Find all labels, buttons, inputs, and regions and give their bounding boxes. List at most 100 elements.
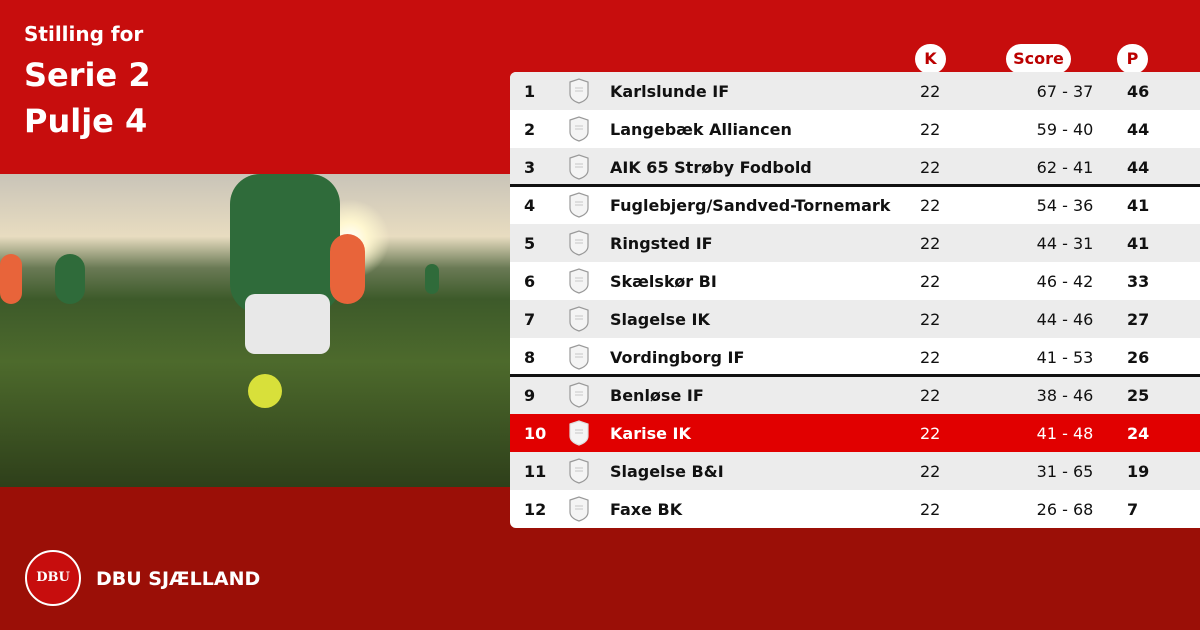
position: 11	[524, 462, 547, 481]
divider-line	[510, 374, 1200, 377]
position: 10	[524, 424, 547, 443]
brand-name: DBU SJÆLLAND	[96, 568, 261, 590]
goal-score: 67 - 37	[1036, 82, 1094, 101]
position: 9	[524, 386, 536, 405]
dbu-logo: DBU	[25, 550, 81, 606]
player-shorts	[245, 294, 330, 354]
position: 6	[524, 272, 536, 291]
matches-played: 22	[920, 500, 941, 519]
team-name[interactable]: Skælskør BI	[610, 272, 717, 291]
goal-score: 38 - 46	[1036, 386, 1094, 405]
club-crest-icon	[569, 344, 589, 370]
player	[425, 264, 439, 294]
goal-score: 59 - 40	[1036, 120, 1094, 139]
matches-played: 22	[920, 234, 941, 253]
group-title: Pulje 4	[24, 102, 148, 140]
points: 46	[1127, 82, 1150, 101]
points: 25	[1127, 386, 1150, 405]
player	[330, 234, 365, 304]
goal-score: 41 - 53	[1036, 348, 1094, 367]
position: 12	[524, 500, 547, 519]
club-crest-icon	[569, 458, 589, 484]
points: 41	[1127, 234, 1150, 253]
goal-score: 31 - 65	[1036, 462, 1094, 481]
team-name[interactable]: Karise IK	[610, 424, 691, 443]
matches-played: 22	[920, 82, 941, 101]
club-crest-icon	[569, 496, 589, 522]
column-header-p[interactable]: P	[1117, 44, 1148, 74]
column-header-score[interactable]: Score	[1006, 44, 1071, 74]
matches-played: 22	[920, 196, 941, 215]
goal-score: 44 - 31	[1036, 234, 1094, 253]
position: 2	[524, 120, 536, 139]
club-crest-icon	[569, 306, 589, 332]
position: 3	[524, 158, 536, 177]
table-row[interactable]: 8 Vordingborg IF 22 41 - 53 26	[510, 338, 1200, 376]
team-name[interactable]: Slagelse B&I	[610, 462, 724, 481]
team-name[interactable]: Fuglebjerg/Sandved-Tornemark	[610, 196, 891, 215]
goal-score: 26 - 68	[1036, 500, 1094, 519]
club-crest-icon	[569, 78, 589, 104]
position: 8	[524, 348, 536, 367]
club-crest-icon	[569, 382, 589, 408]
league-title: Serie 2	[24, 56, 151, 94]
club-crest-icon	[569, 268, 589, 294]
goal-score: 62 - 41	[1036, 158, 1094, 177]
football	[248, 374, 282, 408]
position: 7	[524, 310, 536, 329]
matches-played: 22	[920, 158, 941, 177]
points: 44	[1127, 120, 1150, 139]
position: 1	[524, 82, 536, 101]
club-crest-icon	[569, 154, 589, 180]
team-name[interactable]: Slagelse IK	[610, 310, 710, 329]
standings-table: 1 Karlslunde IF 22 67 - 37 46 2 Langebæk …	[510, 72, 1200, 528]
team-name[interactable]: AIK 65 Strøby Fodbold	[610, 158, 812, 177]
position: 5	[524, 234, 536, 253]
points: 41	[1127, 196, 1150, 215]
club-crest-icon	[569, 230, 589, 256]
football-photo	[0, 174, 510, 487]
table-row[interactable]: 2 Langebæk Alliancen 22 59 - 40 44	[510, 110, 1200, 148]
position: 4	[524, 196, 536, 215]
table-row[interactable]: 12 Faxe BK 22 26 - 68 7	[510, 490, 1200, 528]
table-row[interactable]: 4 Fuglebjerg/Sandved-Tornemark 22 54 - 3…	[510, 186, 1200, 224]
subtitle: Stilling for	[24, 22, 144, 46]
goal-score: 54 - 36	[1036, 196, 1094, 215]
team-name[interactable]: Faxe BK	[610, 500, 683, 519]
table-row[interactable]: 10 Karise IK 22 41 - 48 24	[510, 414, 1200, 452]
points: 44	[1127, 158, 1150, 177]
points: 24	[1127, 424, 1150, 443]
goal-score: 46 - 42	[1036, 272, 1094, 291]
points: 26	[1127, 348, 1150, 367]
team-name[interactable]: Ringsted IF	[610, 234, 713, 253]
goal-score: 44 - 46	[1036, 310, 1094, 329]
table-row[interactable]: 5 Ringsted IF 22 44 - 31 41	[510, 224, 1200, 262]
team-name[interactable]: Vordingborg IF	[610, 348, 745, 367]
matches-played: 22	[920, 348, 941, 367]
matches-played: 22	[920, 386, 941, 405]
team-name[interactable]: Langebæk Alliancen	[610, 120, 792, 139]
matches-played: 22	[920, 310, 941, 329]
points: 19	[1127, 462, 1150, 481]
matches-played: 22	[920, 462, 941, 481]
column-header-k[interactable]: K	[915, 44, 946, 74]
points: 7	[1127, 500, 1139, 519]
player	[230, 174, 340, 314]
club-crest-icon	[569, 420, 589, 446]
table-row[interactable]: 7 Slagelse IK 22 44 - 46 27	[510, 300, 1200, 338]
table-row[interactable]: 6 Skælskør BI 22 46 - 42 33	[510, 262, 1200, 300]
player	[55, 254, 85, 304]
goal-score: 41 - 48	[1036, 424, 1094, 443]
matches-played: 22	[920, 120, 941, 139]
table-row[interactable]: 9 Benløse IF 22 38 - 46 25	[510, 376, 1200, 414]
club-crest-icon	[569, 116, 589, 142]
team-name[interactable]: Karlslunde IF	[610, 82, 730, 101]
table-row[interactable]: 3 AIK 65 Strøby Fodbold 22 62 - 41 44	[510, 148, 1200, 186]
points: 27	[1127, 310, 1150, 329]
team-name[interactable]: Benløse IF	[610, 386, 704, 405]
player	[0, 254, 22, 304]
points: 33	[1127, 272, 1150, 291]
table-row[interactable]: 1 Karlslunde IF 22 67 - 37 46	[510, 72, 1200, 110]
table-row[interactable]: 11 Slagelse B&I 22 31 - 65 19	[510, 452, 1200, 490]
club-crest-icon	[569, 192, 589, 218]
